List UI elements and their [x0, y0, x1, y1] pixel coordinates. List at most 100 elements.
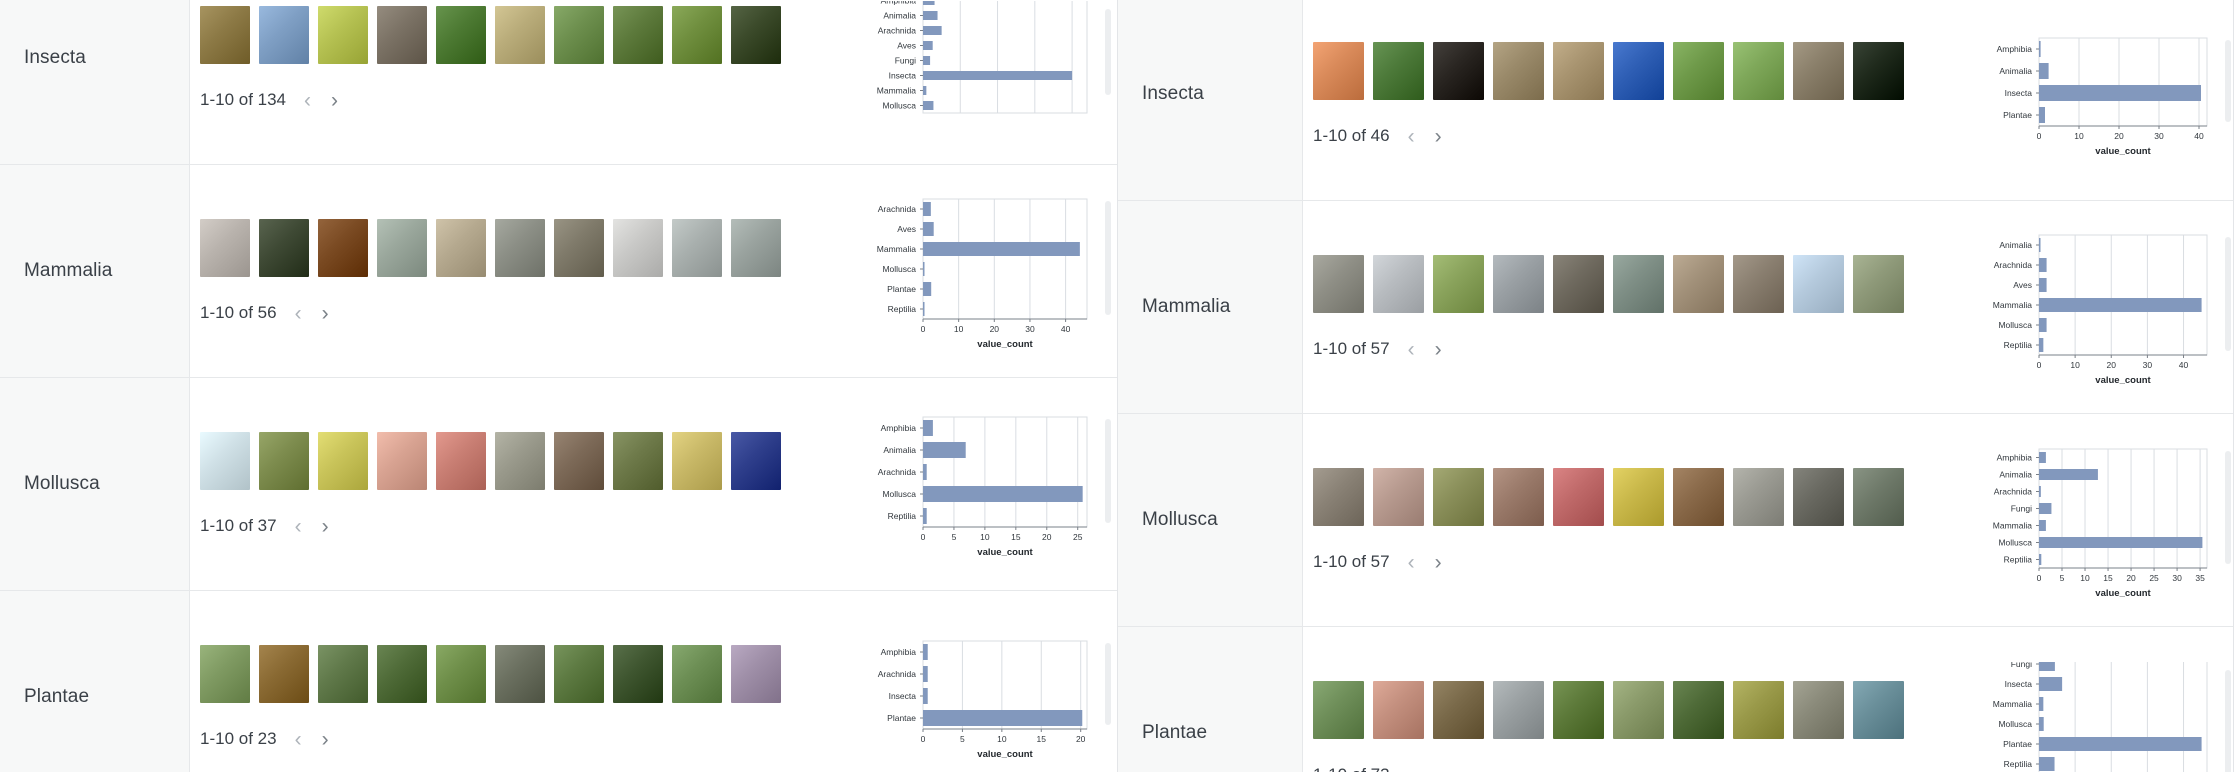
thumbnail-image[interactable] [1313, 41, 1364, 100]
thumbnail-image[interactable] [495, 644, 545, 703]
thumbnail-image[interactable] [1853, 254, 1904, 313]
chevron-right-icon[interactable]: › [321, 727, 329, 751]
thumbnail-image[interactable] [1793, 467, 1844, 526]
thumbnail-image[interactable] [1733, 467, 1784, 526]
thumbnail-image[interactable] [259, 644, 309, 703]
thumbnail-image[interactable] [318, 431, 368, 490]
chart-scrollbar[interactable] [1105, 643, 1111, 725]
thumbnail-image[interactable] [1373, 41, 1424, 100]
thumbnail-image[interactable] [1313, 254, 1364, 313]
chart-scrollbar[interactable] [2225, 670, 2231, 772]
chart-scrollbar[interactable] [2225, 40, 2231, 122]
thumbnail-image[interactable] [1493, 254, 1544, 313]
thumbnail-image[interactable] [495, 218, 545, 277]
chevron-right-icon[interactable]: › [1434, 337, 1442, 361]
thumbnail-image[interactable] [613, 431, 663, 490]
thumbnail-image[interactable] [1613, 41, 1664, 100]
thumbnail-image[interactable] [200, 431, 250, 490]
chevron-right-icon[interactable]: › [1433, 765, 1444, 772]
thumbnail-image[interactable] [731, 218, 781, 277]
thumbnail-image[interactable] [731, 431, 781, 490]
thumbnail-image[interactable] [613, 644, 663, 703]
thumbnail-image[interactable] [1793, 680, 1844, 739]
thumbnail-image[interactable] [1313, 680, 1364, 739]
thumbnail-image[interactable] [1553, 41, 1604, 100]
chevron-left-icon[interactable]: ‹ [294, 727, 302, 751]
thumbnail-image[interactable] [554, 431, 604, 490]
chevron-left-icon[interactable]: ‹ [294, 514, 302, 538]
thumbnail-image[interactable] [1433, 680, 1484, 739]
thumbnail-image[interactable] [1553, 680, 1604, 739]
chart-scrollbar[interactable] [2225, 237, 2231, 351]
chevron-right-icon[interactable]: › [321, 514, 329, 538]
chart-scrollbar[interactable] [1105, 9, 1111, 95]
thumbnail-image[interactable] [1793, 41, 1844, 100]
thumbnail-image[interactable] [200, 644, 250, 703]
chart-scrollbar[interactable] [1105, 419, 1111, 523]
thumbnail-image[interactable] [731, 5, 781, 64]
thumbnail-image[interactable] [1673, 680, 1724, 739]
thumbnail-image[interactable] [672, 644, 722, 703]
thumbnail-image[interactable] [1373, 467, 1424, 526]
thumbnail-image[interactable] [200, 218, 250, 277]
thumbnail-image[interactable] [554, 644, 604, 703]
thumbnail-image[interactable] [1853, 41, 1904, 100]
thumbnail-image[interactable] [495, 5, 545, 64]
thumbnail-image[interactable] [377, 5, 427, 64]
thumbnail-image[interactable] [1493, 680, 1544, 739]
chevron-left-icon[interactable]: ‹ [1407, 337, 1415, 361]
thumbnail-image[interactable] [259, 218, 309, 277]
chart-scrollbar[interactable] [2225, 450, 2231, 564]
thumbnail-image[interactable] [1733, 254, 1784, 313]
thumbnail-image[interactable] [672, 218, 722, 277]
thumbnail-image[interactable] [436, 218, 486, 277]
thumbnail-image[interactable] [1613, 680, 1664, 739]
chevron-right-icon[interactable]: › [331, 88, 339, 112]
thumbnail-image[interactable] [1493, 41, 1544, 100]
thumbnail-image[interactable] [377, 218, 427, 277]
thumbnail-image[interactable] [318, 644, 368, 703]
thumbnail-image[interactable] [1433, 254, 1484, 313]
thumbnail-image[interactable] [1793, 254, 1844, 313]
thumbnail-image[interactable] [1613, 254, 1664, 313]
thumbnail-image[interactable] [1733, 41, 1784, 100]
thumbnail-image[interactable] [1613, 467, 1664, 526]
chevron-right-icon[interactable]: › [1434, 124, 1442, 148]
chevron-left-icon[interactable]: ‹ [1407, 124, 1415, 148]
thumbnail-image[interactable] [731, 644, 781, 703]
thumbnail-image[interactable] [672, 5, 722, 64]
thumbnail-image[interactable] [259, 431, 309, 490]
thumbnail-image[interactable] [1733, 680, 1784, 739]
thumbnail-image[interactable] [613, 218, 663, 277]
thumbnail-image[interactable] [1433, 467, 1484, 526]
thumbnail-image[interactable] [200, 5, 250, 64]
thumbnail-image[interactable] [377, 431, 427, 490]
thumbnail-image[interactable] [554, 218, 604, 277]
thumbnail-image[interactable] [1673, 467, 1724, 526]
thumbnail-image[interactable] [1373, 254, 1424, 313]
thumbnail-image[interactable] [318, 218, 368, 277]
thumbnail-image[interactable] [1553, 467, 1604, 526]
thumbnail-image[interactable] [1673, 254, 1724, 313]
chevron-left-icon[interactable]: ‹ [1406, 765, 1417, 772]
thumbnail-image[interactable] [1373, 680, 1424, 739]
thumbnail-image[interactable] [1853, 680, 1904, 739]
thumbnail-image[interactable] [377, 644, 427, 703]
thumbnail-image[interactable] [1553, 254, 1604, 313]
thumbnail-image[interactable] [1313, 467, 1364, 526]
thumbnail-image[interactable] [1433, 41, 1484, 100]
chevron-right-icon[interactable]: › [1434, 550, 1442, 574]
thumbnail-image[interactable] [1493, 467, 1544, 526]
thumbnail-image[interactable] [436, 5, 486, 64]
thumbnail-image[interactable] [1853, 467, 1904, 526]
chevron-right-icon[interactable]: › [321, 301, 329, 325]
chevron-left-icon[interactable]: ‹ [304, 88, 312, 112]
chevron-left-icon[interactable]: ‹ [294, 301, 302, 325]
thumbnail-image[interactable] [318, 5, 368, 64]
thumbnail-image[interactable] [1673, 41, 1724, 100]
thumbnail-image[interactable] [259, 5, 309, 64]
chevron-left-icon[interactable]: ‹ [1407, 550, 1415, 574]
thumbnail-image[interactable] [672, 431, 722, 490]
thumbnail-image[interactable] [495, 431, 545, 490]
thumbnail-image[interactable] [436, 431, 486, 490]
